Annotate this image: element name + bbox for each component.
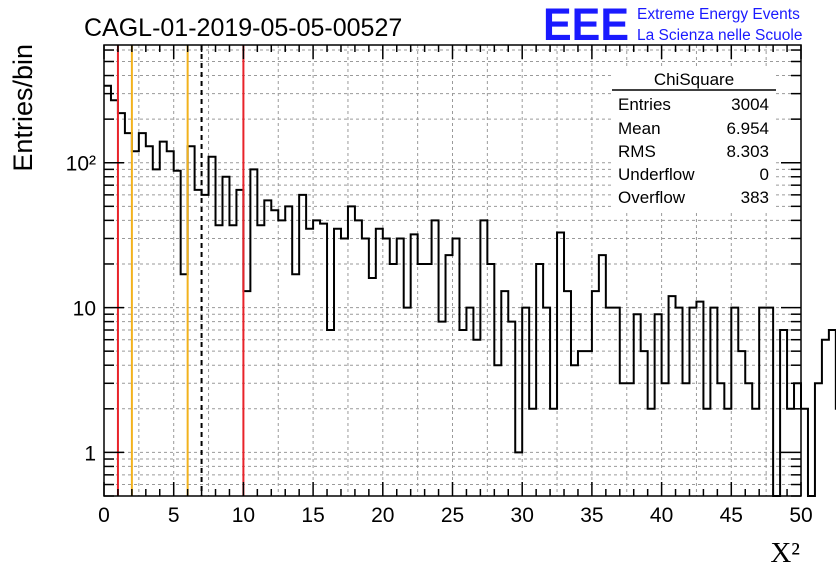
x-tick-label: 35 [580,504,603,527]
y-axis-label: Entries/bin [8,44,38,172]
stat-label-entries: Entries [618,95,671,114]
x-tick-label: 10 [232,504,255,527]
logo-line-2: La Scienza nelle Scuole [637,27,802,44]
stats-box-title: ChiSquare [654,70,734,89]
x-tick-label: 25 [441,504,464,527]
stats-box: ChiSquare Entries 3004 Mean 6.954 RMS 8.… [612,66,776,210]
x-tick-label: 5 [168,504,180,527]
x-tick-label: 15 [301,504,324,527]
plot-frame [103,44,802,497]
y-tick-label: 10² [66,153,96,176]
stat-label-overflow: Overflow [618,188,686,207]
histogram-layer [104,84,836,497]
x-tick-labels: 0 5 10 15 20 25 30 35 40 45 50 [98,504,813,527]
logo-line-1: Extreme Energy Events [637,6,800,23]
eee-logo-text: EEE [543,0,629,50]
x-tick-label: 40 [650,504,673,527]
x-tick-label: 0 [98,504,110,527]
x-axis-label: X² [770,537,800,569]
stat-value-entries: 3004 [731,95,769,114]
cut-lines [116,45,245,496]
stat-value-overflow: 383 [741,188,769,207]
eee-logo: EEE Extreme Energy Events La Scienza nel… [543,0,802,50]
y-tick-label: 1 [84,442,96,465]
stat-value-rms: 8.303 [726,142,769,161]
y-tick-label: 10 [73,298,96,321]
x-tick-label: 30 [511,504,534,527]
histogram-steps [104,84,836,497]
stat-label-mean: Mean [618,119,661,138]
x-tick-label: 20 [371,504,394,527]
axis-ticks [103,45,802,497]
stat-value-mean: 6.954 [726,119,769,138]
x-tick-label: 45 [720,504,743,527]
x-tick-label: 50 [789,504,812,527]
y-tick-labels: 1 10 10² [66,153,96,466]
stat-label-rms: RMS [618,142,656,161]
run-title: CAGL-01-2019-05-05-00527 [84,14,402,42]
stat-label-underflow: Underflow [618,165,695,184]
stat-value-underflow: 0 [760,165,769,184]
